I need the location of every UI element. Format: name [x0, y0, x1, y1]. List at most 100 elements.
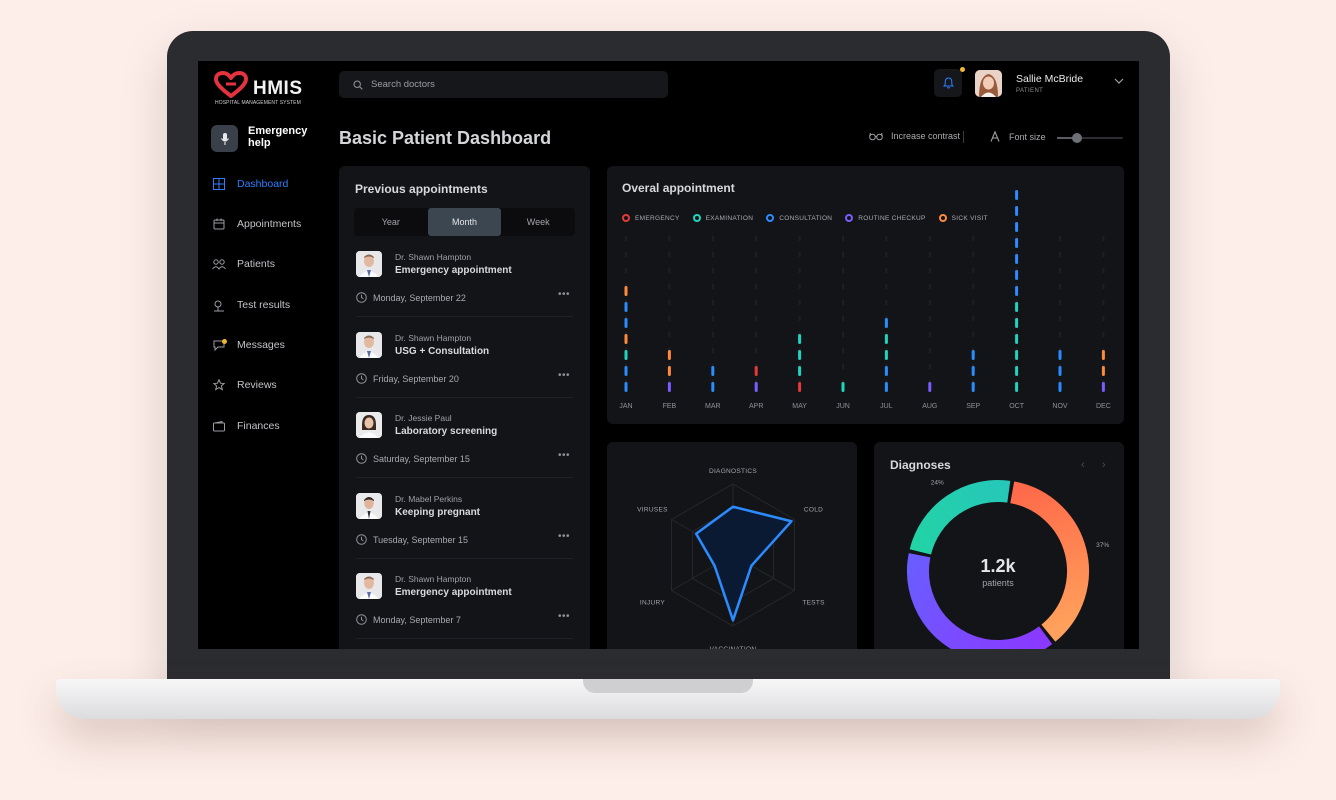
data-point-examination: [798, 350, 802, 360]
data-point-consultation: [1015, 190, 1019, 200]
data-point-examination: [841, 382, 845, 392]
increase-contrast-button[interactable]: Increase contrast: [869, 131, 960, 141]
data-point-consultation: [971, 350, 975, 360]
data-point-routine-checkup: [1101, 382, 1105, 392]
legend-item-sick-visit[interactable]: SICK VISIT: [938, 214, 988, 222]
appointment-type: Laboratory screening: [395, 426, 498, 437]
more-options-icon[interactable]: •••: [558, 289, 571, 300]
donut-slice: [909, 480, 1011, 555]
chevron-left-icon[interactable]: ‹: [1081, 459, 1085, 471]
app-subtitle: HOSPITAL MANAGEMENT SYSTEM: [215, 100, 301, 106]
data-point-consultation: [1015, 270, 1019, 280]
glasses-icon: [869, 132, 883, 140]
chevron-right-icon[interactable]: ›: [1102, 459, 1106, 471]
chevron-down-icon[interactable]: [1114, 78, 1124, 84]
legend-label: CONSULTATION: [779, 214, 833, 222]
font-size-slider-thumb[interactable]: [1071, 133, 1082, 143]
legend-label: EXAMINATION: [705, 214, 754, 222]
doctor-name: Dr. Shawn Hampton: [395, 252, 472, 262]
radar-axis-label: TESTS: [802, 600, 825, 607]
radar-axis-label: VACCINATION: [710, 646, 757, 649]
user-role: PATIENT: [1016, 88, 1044, 94]
doctor-avatar: [356, 493, 382, 519]
notifications-button[interactable]: [934, 67, 965, 97]
appointment-item[interactable]: Dr. Shawn Hampton Emergency appointment …: [354, 251, 575, 331]
data-point-routine-checkup: [667, 382, 671, 392]
tab-year[interactable]: Year: [381, 217, 400, 227]
emergency-help-label: Emergency help: [248, 125, 308, 149]
x-tick-label: MAY: [792, 403, 807, 410]
appointment-item[interactable]: Dr. Mabel Perkins Keeping pregnant Tuesd…: [354, 493, 575, 573]
sidebar-item-finances[interactable]: Finances: [212, 417, 322, 435]
search-bar[interactable]: [339, 71, 668, 98]
more-options-icon[interactable]: •••: [558, 611, 571, 622]
more-options-icon[interactable]: •••: [558, 450, 571, 461]
sidebar-item-label: Test results: [237, 299, 291, 311]
x-tick-label: JUN: [836, 403, 850, 410]
data-point-consultation: [1058, 366, 1062, 376]
legend-item-examination[interactable]: EXAMINATION: [692, 214, 754, 222]
search-icon: [353, 79, 363, 90]
search-input[interactable]: [371, 79, 651, 90]
star-icon: [212, 378, 226, 392]
sidebar: HMIS HOSPITAL MANAGEMENT SYSTEM Emergenc…: [198, 61, 324, 649]
appointment-item[interactable]: Dr. Shawn Hampton Emergency appointment …: [354, 573, 575, 649]
data-point-consultation: [711, 382, 715, 392]
sidebar-item-label: Appointments: [237, 218, 302, 230]
data-point-routine-checkup: [928, 382, 932, 392]
data-point-examination: [884, 334, 888, 344]
data-point-emergency: [754, 366, 758, 376]
sidebar-item-reviews[interactable]: Reviews: [212, 376, 322, 394]
data-point-examination: [1015, 382, 1019, 392]
tab-month[interactable]: Month: [427, 208, 502, 236]
appointment-date: Tuesday, September 15: [373, 535, 469, 545]
data-point-consultation: [1015, 254, 1019, 264]
sidebar-item-patients[interactable]: Patients: [212, 255, 322, 273]
sidebar-item-appointments[interactable]: Appointments: [212, 215, 322, 233]
data-point-examination: [884, 350, 888, 360]
legend-item-consultation[interactable]: CONSULTATION: [766, 214, 832, 222]
appointment-type: USG + Consultation: [395, 346, 490, 357]
appointment-item[interactable]: Dr. Shawn Hampton USG + Consultation Fri…: [354, 332, 575, 412]
sidebar-item-label: Finances: [237, 420, 280, 432]
clock-icon: [356, 373, 367, 384]
center-label: patients: [982, 578, 1014, 588]
data-point-sick-visit: [1101, 366, 1105, 376]
doctor-name: Dr. Jessie Paul: [395, 413, 452, 423]
x-tick-label: JUL: [880, 403, 893, 410]
tab-week[interactable]: Week: [526, 217, 550, 227]
appointment-item[interactable]: Dr. Jessie Paul Laboratory screening Sat…: [354, 412, 575, 492]
divider: [356, 558, 573, 559]
data-point-examination: [798, 334, 802, 344]
doctor-avatar: [356, 573, 382, 599]
data-point-consultation: [624, 366, 628, 376]
increase-contrast-label: Increase contrast: [891, 131, 961, 141]
appointment-date: Monday, September 22: [373, 293, 466, 303]
data-point-consultation: [711, 366, 715, 376]
sidebar-item-dashboard[interactable]: Dashboard: [212, 175, 322, 193]
sidebar-item-test-results[interactable]: Test results: [212, 296, 322, 314]
legend-item-routine-checkup[interactable]: ROUTINE CHECKUP: [845, 214, 925, 222]
doctor-avatar: [356, 412, 382, 438]
card-title: Overal appointment: [622, 181, 735, 195]
data-point-sick-visit: [624, 334, 628, 344]
app-logo[interactable]: HMIS HOSPITAL MANAGEMENT SYSTEM: [214, 71, 314, 111]
font-size-slider[interactable]: [1057, 133, 1123, 143]
users-icon: [212, 257, 226, 271]
more-options-icon[interactable]: •••: [558, 370, 571, 381]
legend-dot: [938, 214, 947, 222]
user-avatar[interactable]: [975, 70, 1002, 97]
legend-item-emergency[interactable]: EMERGENCY: [622, 214, 680, 222]
more-options-icon[interactable]: •••: [558, 531, 571, 542]
calendar-icon: [212, 217, 226, 231]
data-point-examination: [1015, 366, 1019, 376]
emergency-help-button[interactable]: Emergency help: [211, 124, 321, 154]
sidebar-item-messages[interactable]: Messages: [212, 336, 322, 354]
slice-label: 37%: [1096, 542, 1109, 549]
x-tick-label: OCT: [1009, 403, 1025, 410]
radar-data-polygon: [694, 505, 793, 622]
legend-label: ROUTINE CHECKUP: [858, 214, 926, 222]
font-size-label: Font size: [1009, 131, 1046, 142]
radar-chart-card: DIAGNOSTICS COLD TESTS VACCINATION INJURY VIR…: [607, 442, 857, 649]
x-tick-label: FEB: [663, 403, 677, 410]
